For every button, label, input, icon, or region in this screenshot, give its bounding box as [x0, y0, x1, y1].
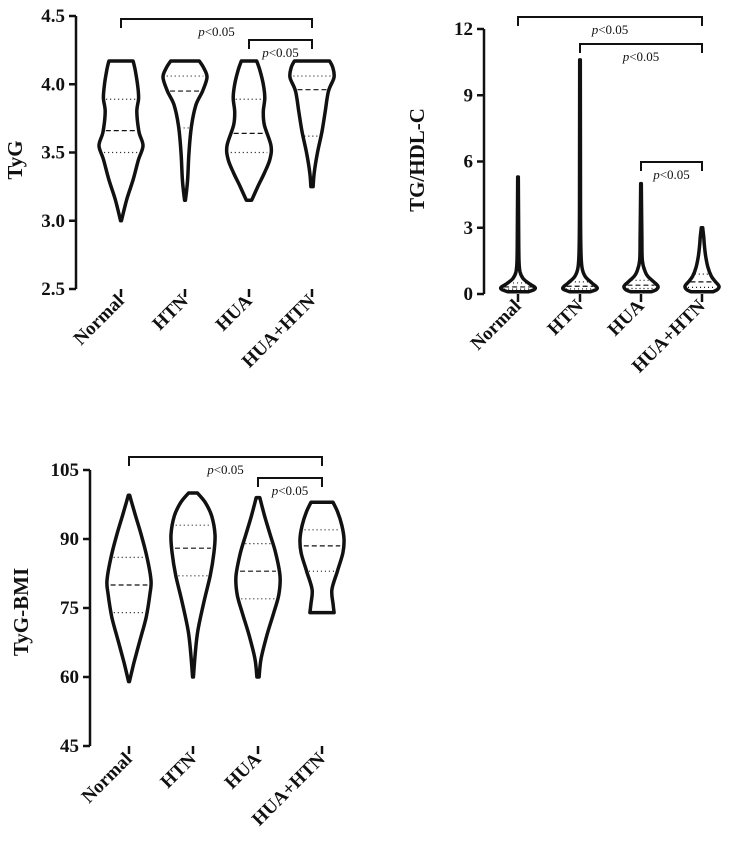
violin-body: [288, 59, 336, 189]
significance-label: p<0.05: [206, 462, 244, 477]
violin-body: [234, 495, 282, 679]
y-tick-label: 6: [464, 152, 474, 173]
x-tick-label: HTN: [157, 748, 201, 792]
y-tick-label: 4.5: [41, 6, 65, 27]
y-tick-label: 9: [464, 85, 474, 106]
violin-body: [169, 491, 217, 679]
significance-label: p<0.05: [591, 22, 629, 37]
y-tick-label: 60: [60, 667, 79, 688]
violin-body: [560, 58, 600, 294]
x-tick-label: HUA: [604, 295, 649, 340]
tyg-bmi-y-axis-label: TyG-BMI: [9, 568, 33, 656]
y-tick-label: 4.0: [41, 74, 65, 95]
significance-label: p<0.05: [271, 483, 309, 498]
significance-label: p<0.05: [261, 45, 299, 60]
significance-label: p<0.05: [652, 167, 690, 182]
y-tick-label: 75: [60, 598, 79, 619]
y-tick-label: 3.0: [41, 211, 65, 232]
y-tick-label: 12: [454, 19, 473, 40]
violin-body: [105, 493, 153, 684]
x-tick-label: Normal: [70, 291, 129, 350]
significance-bracket: [248, 39, 313, 49]
x-tick-label: HUA: [212, 290, 257, 335]
y-tick-label: 0: [464, 284, 474, 305]
significance-label: p<0.05: [197, 24, 235, 39]
significance-bracket: [517, 16, 703, 26]
y-tick-label: 2.5: [41, 279, 65, 300]
significance-bracket: [579, 43, 703, 53]
y-tick-label: 3.5: [41, 143, 65, 164]
y-tick-label: 3: [464, 218, 474, 239]
violin-body: [161, 59, 209, 203]
significance-label: p<0.05: [622, 49, 660, 64]
x-tick-label: HTN: [149, 290, 193, 334]
x-tick-label: HUA: [221, 748, 266, 793]
y-tick-label: 105: [51, 460, 80, 481]
violin-body: [683, 226, 721, 294]
significance-bracket: [640, 161, 703, 171]
tg-hdl-y-axis-label: TG/HDL-C: [405, 108, 429, 212]
tyg-y-axis-label: TyG: [3, 140, 27, 179]
significance-bracket: [257, 477, 323, 487]
violin-body: [498, 175, 538, 294]
x-tick-label: Normal: [78, 749, 137, 808]
x-tick-label: Normal: [467, 296, 526, 355]
y-tick-label: 90: [60, 529, 79, 550]
y-tick-label: 45: [60, 736, 79, 757]
violin-body: [622, 181, 660, 294]
x-tick-label: HTN: [544, 295, 588, 339]
violin-body: [298, 500, 346, 615]
violin-body: [224, 59, 274, 203]
significance-bracket: [120, 18, 313, 28]
violin-body: [97, 59, 145, 223]
significance-bracket: [128, 456, 323, 466]
